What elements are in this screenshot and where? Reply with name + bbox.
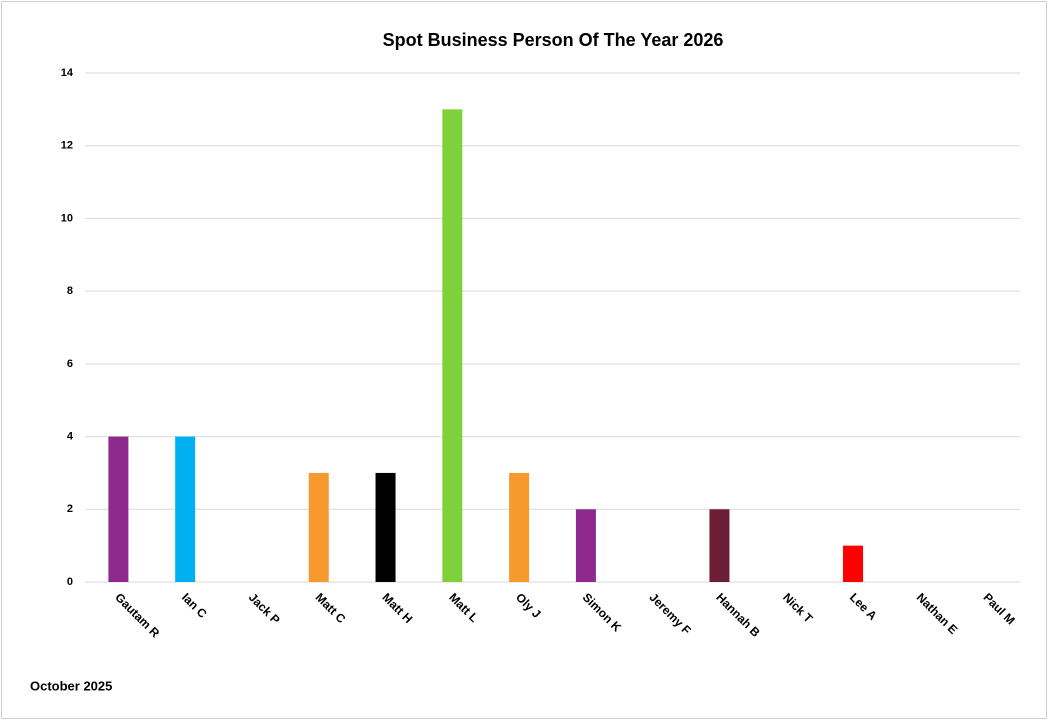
y-tick-label: 0 [67, 576, 73, 588]
bar [308, 472, 329, 582]
bar [509, 472, 530, 582]
footnote: October 2025 [30, 678, 112, 693]
bar [709, 509, 730, 582]
chart-title: Spot Business Person Of The Year 2026 [383, 30, 724, 50]
bar [442, 109, 463, 582]
y-tick-label: 2 [67, 503, 73, 515]
y-tick-label: 6 [67, 358, 73, 370]
y-tick-label: 8 [67, 285, 73, 297]
y-tick-label: 14 [61, 67, 74, 79]
y-tick-label: 12 [61, 140, 73, 152]
bar [175, 436, 196, 582]
bar [575, 509, 596, 582]
bar [375, 472, 396, 582]
bar [108, 436, 129, 582]
y-tick-label: 10 [61, 212, 73, 224]
bar [843, 545, 864, 582]
y-tick-label: 4 [67, 430, 74, 442]
